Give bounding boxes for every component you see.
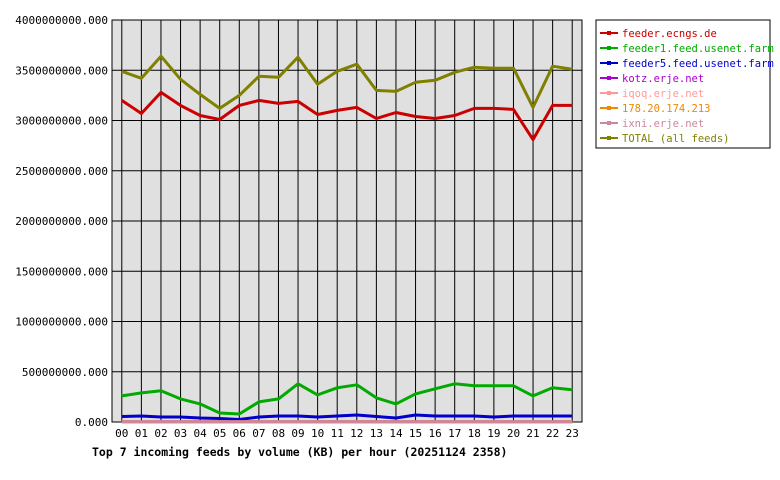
legend-label: 178.20.174.213 [622, 103, 711, 115]
y-tick-label: 500000000.000 [22, 366, 108, 379]
legend-label: feeder1.feed.usenet.farm [622, 43, 774, 55]
legend-marker [607, 61, 611, 65]
y-axis-ticks: 0.000 500000000.000 1000000000.000 15000000… [15, 14, 108, 429]
legend-label: feeder5.feed.usenet.farm [622, 58, 774, 70]
series-line-feeder-ecngs-de [120, 90, 573, 142]
y-tick-label: 2500000000.000 [15, 165, 108, 178]
x-tick-label: 15 [409, 427, 422, 440]
series-line-feeder1-feed-usenet-farm [121, 382, 573, 416]
series-lines [120, 54, 573, 424]
x-tick-label: 11 [331, 427, 344, 440]
legend-marker [607, 136, 611, 140]
x-tick-label: 03 [174, 427, 187, 440]
y-tick-label: 2000000000.000 [15, 215, 108, 228]
x-tick-label: 18 [468, 427, 481, 440]
legend-label: iqoq.erje.net [622, 88, 704, 100]
chart-caption: Top 7 incoming feeds by volume (KB) per … [92, 445, 507, 459]
x-tick-label: 13 [370, 427, 383, 440]
legend-marker [607, 121, 611, 125]
x-tick-label: 01 [135, 427, 148, 440]
legend-label: ixni.erje.net [622, 118, 704, 130]
legend-marker [607, 31, 611, 35]
x-axis-ticks: 00 01 02 03 04 05 06 07 08 09 10 11 12 13 14 15 16 17 18 19… [115, 427, 579, 440]
x-tick-label: 20 [507, 427, 520, 440]
x-tick-label: 08 [272, 427, 285, 440]
x-tick-label: 17 [448, 427, 461, 440]
legend-marker [607, 106, 611, 110]
y-tick-label: 3500000000.000 [15, 64, 108, 77]
x-tick-label: 21 [526, 427, 539, 440]
x-tick-label: 10 [311, 427, 324, 440]
legend-label: feeder.ecngs.de [622, 28, 717, 40]
x-tick-label: 09 [291, 427, 304, 440]
legend-marker [607, 76, 611, 80]
x-tick-label: 12 [350, 427, 363, 440]
y-tick-label: 3000000000.000 [15, 115, 108, 128]
x-tick-label: 05 [213, 427, 226, 440]
legend-label: kotz.erje.net [622, 73, 704, 85]
legend-box [595, 19, 771, 149]
x-tick-label: 00 [115, 427, 128, 440]
x-tick-label: 02 [154, 427, 167, 440]
x-tick-label: 07 [252, 427, 265, 440]
x-tick-label: 04 [194, 427, 208, 440]
y-tick-label: 0.000 [75, 416, 108, 429]
y-tick-label: 4000000000.000 [15, 14, 108, 27]
x-tick-label: 06 [233, 427, 246, 440]
legend-marker [607, 46, 611, 50]
x-tick-label: 19 [487, 427, 500, 440]
legend-label: TOTAL (all feeds) [622, 133, 729, 145]
grid-lines [112, 20, 582, 422]
x-tick-label: 23 [566, 427, 579, 440]
y-tick-label: 1000000000.000 [15, 316, 108, 329]
legend-marker [607, 91, 611, 95]
x-tick-label: 14 [389, 427, 403, 440]
x-tick-label: 16 [429, 427, 442, 440]
series-line-total-all-feeds [121, 54, 573, 110]
y-tick-label: 1500000000.000 [15, 265, 108, 278]
x-tick-label: 22 [546, 427, 559, 440]
series-line-feeder5-feed-usenet-farm [121, 413, 573, 421]
legend: feeder.ecngs.de feeder1.feed.usenet.farm f… [595, 19, 774, 149]
